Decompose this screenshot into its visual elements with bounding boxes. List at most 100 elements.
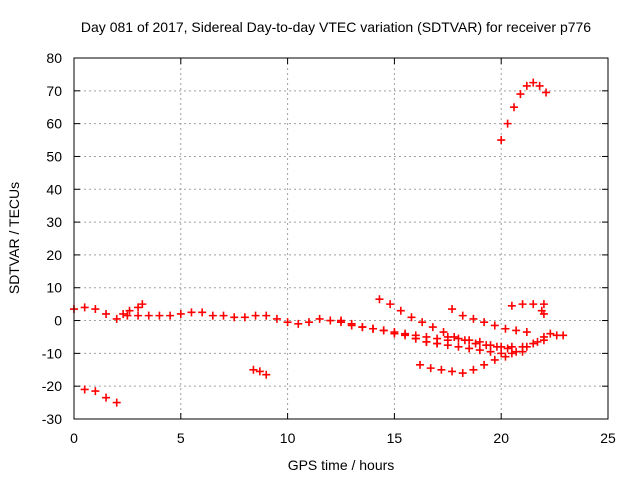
data-point xyxy=(448,305,457,314)
data-point xyxy=(542,88,551,97)
y-tick-label: 40 xyxy=(46,181,62,197)
y-tick-label: 50 xyxy=(46,148,62,164)
data-point xyxy=(503,344,512,353)
data-point xyxy=(315,314,324,323)
data-point xyxy=(497,342,506,351)
y-tick-label: 70 xyxy=(46,83,62,99)
data-point xyxy=(358,323,367,332)
series-arc-8 xyxy=(443,332,548,351)
data-point xyxy=(386,300,395,309)
data-point xyxy=(411,334,420,343)
data-point xyxy=(501,324,510,333)
series-arc-3 xyxy=(80,385,121,407)
data-point xyxy=(134,311,143,320)
x-tick-label: 10 xyxy=(280,430,296,446)
x-tick-label: 5 xyxy=(177,430,185,446)
data-point xyxy=(443,332,452,341)
data-point xyxy=(347,319,356,328)
data-point xyxy=(119,309,128,318)
data-point xyxy=(176,309,185,318)
data-point xyxy=(518,300,527,309)
data-point xyxy=(249,365,258,374)
data-point xyxy=(507,301,516,310)
x-tick-label: 0 xyxy=(70,430,78,446)
x-axis-label: GPS time / hours xyxy=(288,457,395,473)
data-point xyxy=(91,305,100,314)
data-point xyxy=(134,303,143,312)
data-points xyxy=(70,78,568,407)
data-point xyxy=(490,355,499,364)
plot-frame xyxy=(73,57,609,420)
data-point xyxy=(486,341,495,350)
series-arc-4 xyxy=(249,365,271,379)
data-point xyxy=(522,81,531,90)
chart-title: Day 081 of 2017, Sidereal Day-to-day VTE… xyxy=(81,19,591,35)
series-arc-11 xyxy=(507,300,548,310)
data-point xyxy=(465,344,474,353)
y-tick-label: 10 xyxy=(46,280,62,296)
data-point xyxy=(230,313,239,322)
data-point xyxy=(375,295,384,304)
data-point xyxy=(262,311,271,320)
data-point xyxy=(407,313,416,322)
y-tick-label: -20 xyxy=(42,378,62,394)
data-point xyxy=(155,311,164,320)
data-point xyxy=(80,385,89,394)
data-point xyxy=(437,365,446,374)
data-point xyxy=(454,334,463,343)
data-point xyxy=(123,311,132,320)
data-point xyxy=(507,342,516,351)
data-point xyxy=(439,328,448,337)
data-point xyxy=(433,339,442,348)
data-point xyxy=(539,300,548,309)
data-point xyxy=(219,311,228,320)
data-point xyxy=(144,311,153,320)
data-point xyxy=(272,314,281,323)
data-point xyxy=(512,326,521,335)
data-point xyxy=(251,311,260,320)
data-point xyxy=(535,81,544,90)
data-point xyxy=(283,318,292,327)
y-tick-label: 20 xyxy=(46,247,62,263)
data-point xyxy=(522,328,531,337)
data-point xyxy=(522,342,531,351)
x-tick-label: 15 xyxy=(387,430,403,446)
data-point xyxy=(426,364,435,373)
data-point xyxy=(102,309,111,318)
y-tick-label: 0 xyxy=(54,313,62,329)
series-arc-14 xyxy=(497,78,551,145)
data-point xyxy=(240,313,249,322)
data-point xyxy=(379,326,388,335)
data-point xyxy=(91,387,100,396)
data-point xyxy=(480,360,489,369)
y-tick-label: 80 xyxy=(46,50,62,66)
data-point xyxy=(480,318,489,327)
x-tick-label: 25 xyxy=(600,430,616,446)
series-arc-6 xyxy=(375,295,512,353)
data-point xyxy=(516,90,525,99)
data-point xyxy=(533,337,542,346)
y-tick-label: 30 xyxy=(46,214,62,230)
grid-lines xyxy=(74,58,608,419)
series-arc-10 xyxy=(448,305,531,337)
x-tick-label: 20 xyxy=(493,430,509,446)
data-point xyxy=(539,309,548,318)
data-point xyxy=(80,303,89,312)
data-point xyxy=(416,360,425,369)
data-point xyxy=(304,318,313,327)
data-point xyxy=(559,331,568,340)
data-point xyxy=(512,347,521,356)
data-point xyxy=(475,337,484,346)
y-axis-ticks: -30 -20 -10 0 10 20 30 40 50 60 70 80 xyxy=(42,50,608,427)
data-point xyxy=(112,314,121,323)
series-arc-13 xyxy=(546,329,568,340)
data-point xyxy=(443,341,452,350)
data-point xyxy=(401,329,410,338)
data-point xyxy=(187,308,196,317)
data-point xyxy=(539,332,548,341)
data-point xyxy=(294,319,303,328)
series-arc-12 xyxy=(537,306,548,318)
data-point xyxy=(458,311,467,320)
data-point xyxy=(458,369,467,378)
data-point xyxy=(255,367,264,376)
